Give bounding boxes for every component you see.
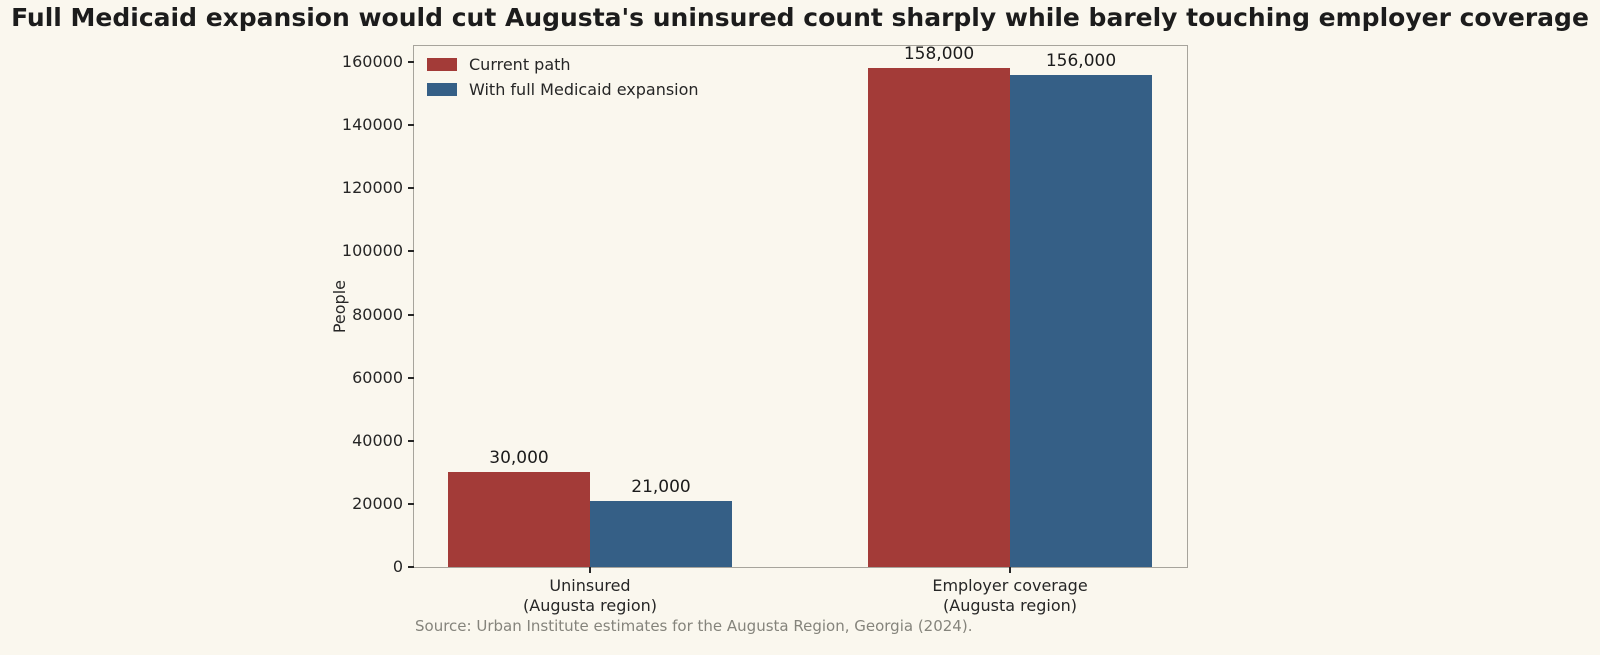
y-tick-label: 0 (392, 557, 403, 576)
bar-current-path (868, 68, 1010, 567)
bar-value-label: 30,000 (489, 448, 549, 468)
source-note: Source: Urban Institute estimates for th… (415, 617, 973, 635)
y-tick-mark (408, 439, 414, 442)
y-tick-mark (408, 566, 414, 568)
bar-medicaid-expansion (590, 501, 732, 567)
y-tick-label: 160000 (341, 52, 403, 71)
y-tick-label: 100000 (341, 241, 403, 261)
legend-label-medicaid-expansion: With full Medicaid expansion (469, 80, 699, 100)
x-tick-label: Uninsured (Augusta region) (523, 576, 657, 615)
y-tick-label: 40000 (352, 430, 403, 450)
legend-swatch-medicaid-expansion (427, 83, 457, 97)
chart-title: Full Medicaid expansion would cut August… (11, 3, 1589, 32)
y-tick-mark (408, 376, 414, 379)
y-tick-label: 80000 (352, 304, 403, 324)
y-tick-label: 60000 (352, 367, 403, 387)
legend-label-current-path: Current path (469, 55, 571, 74)
legend-entry-medicaid-expansion: With full Medicaid expansion (427, 80, 699, 99)
y-tick-label: 140000 (341, 115, 403, 135)
x-tick-mark (1009, 567, 1011, 573)
y-tick-mark (408, 124, 414, 127)
bar-value-label: 21,000 (631, 477, 691, 497)
y-axis-title-text: People (330, 279, 349, 334)
y-tick-mark (408, 187, 414, 190)
bar-medicaid-expansion (1010, 75, 1152, 567)
x-tick-label: Employer coverage (Augusta region) (932, 576, 1088, 615)
legend-swatch-current-path (427, 58, 457, 72)
bar-current-path (448, 472, 590, 567)
y-tick-mark (408, 313, 414, 316)
y-tick-label: 120000 (341, 178, 403, 198)
bar-value-label: 158,000 (903, 44, 975, 64)
plot-area: People Current path With full Medicaid e… (330, 44, 1188, 615)
y-tick-label: 20000 (352, 493, 403, 513)
x-tick-mark (589, 567, 591, 573)
y-tick-mark (408, 250, 414, 253)
y-tick-mark (408, 502, 414, 505)
legend-entry-current-path: Current path (427, 55, 699, 74)
y-tick-mark (408, 61, 414, 63)
bar-value-label: 156,000 (1045, 51, 1117, 71)
legend: Current path With full Medicaid expansio… (427, 55, 699, 105)
